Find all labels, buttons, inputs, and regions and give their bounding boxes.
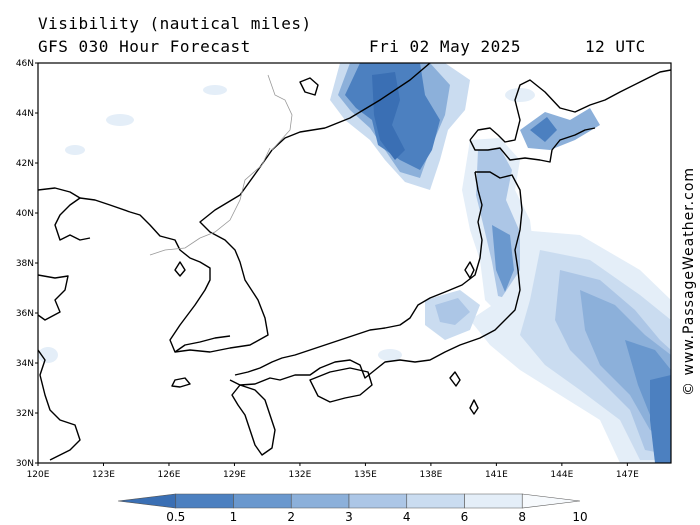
lon-label: 129E	[223, 470, 246, 480]
forecast-date: Fri 02 May 2025	[369, 37, 521, 56]
colorbar-segment	[233, 493, 292, 509]
visibility-shading	[38, 63, 671, 463]
forecast-subtitle: GFS 030 Hour Forecast	[38, 37, 251, 56]
colorbar-label: 10	[572, 510, 587, 524]
copyright-text: © www.PassageWeather.com	[681, 166, 697, 396]
coastlines	[38, 63, 671, 461]
colorbar-segment	[406, 493, 465, 509]
visibility-colorbar: 0.5 1 2 3 4 6 8 10	[117, 493, 588, 524]
colorbar-segment	[348, 493, 408, 509]
lat-label: 42N	[16, 159, 34, 169]
colorbar-segment	[175, 493, 234, 509]
lat-label: 36N	[16, 309, 34, 319]
lat-label: 32N	[16, 409, 34, 419]
lon-label: 135E	[354, 470, 377, 480]
forecast-time: 12 UTC	[585, 37, 646, 56]
borders	[149, 74, 293, 256]
colorbar-label: 6	[461, 510, 469, 524]
colorbar-label: 2	[287, 510, 295, 524]
lon-label: 132E	[288, 470, 311, 480]
colorbar-segment	[117, 493, 177, 509]
lon-label: 126E	[158, 470, 181, 480]
lat-label: 34N	[16, 359, 34, 369]
latitude-axis: 46N 44N 42N 40N 38N 36N 34N 32N 30N	[16, 59, 38, 469]
lat-label: 46N	[16, 59, 34, 69]
lat-label: 38N	[16, 259, 34, 269]
longitude-axis: 120E 123E 126E 129E 132E 135E 138E 141E 144E 147E	[27, 463, 639, 480]
lon-label: 120E	[27, 470, 50, 480]
lon-label: 147E	[616, 470, 639, 480]
colorbar-label: 0.5	[166, 510, 185, 524]
lat-label: 40N	[16, 209, 34, 219]
colorbar-segment	[290, 493, 350, 509]
lon-label: 123E	[92, 470, 115, 480]
map-title: Visibility (nautical miles)	[38, 14, 312, 33]
colorbar-segment	[521, 493, 581, 509]
lon-label: 138E	[419, 470, 442, 480]
lat-label: 30N	[16, 459, 34, 469]
colorbar-label: 4	[403, 510, 411, 524]
colorbar-label: 8	[518, 510, 526, 524]
lon-label: 141E	[485, 470, 508, 480]
colorbar-label: 1	[230, 510, 238, 524]
lon-label: 144E	[550, 470, 573, 480]
colorbar-label: 3	[345, 510, 353, 524]
lat-label: 44N	[16, 109, 34, 119]
colorbar-segment	[464, 493, 523, 509]
